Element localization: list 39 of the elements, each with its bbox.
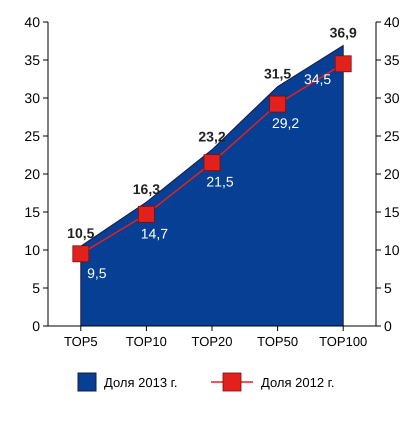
y2-tick-label: 35	[384, 52, 400, 68]
data-label: 16,3	[132, 181, 160, 198]
legend-label: Доля 2012 г.	[261, 375, 334, 390]
y2-tick-label: 25	[384, 128, 400, 144]
y-tick-label: 35	[24, 52, 40, 68]
x-tick-label: TOP5	[64, 334, 98, 349]
y-tick-label: 0	[32, 318, 40, 334]
y-tick-label: 30	[24, 90, 40, 106]
y-tick-label: 15	[24, 204, 40, 220]
data-label: 21,5	[206, 174, 234, 190]
point	[269, 96, 286, 112]
point	[72, 245, 90, 262]
data-label: 23,2	[198, 128, 226, 145]
data-label: 31,5	[264, 66, 292, 82]
y-tick-label: 20	[24, 166, 40, 182]
y2-tick-label: 10	[384, 242, 400, 258]
y-tick-label: 10	[24, 242, 40, 258]
point	[138, 206, 155, 223]
data-label: 9,5	[87, 264, 107, 281]
y-tick-label: 5	[32, 280, 40, 296]
y-tick-label: 40	[24, 14, 40, 30]
data-label: 10,5	[67, 225, 95, 242]
x-tick-label: TOP10	[126, 334, 167, 349]
y2-tick-label: 15	[384, 204, 400, 220]
x-tick-label: TOP20	[192, 334, 232, 349]
legend-label: Доля 2013 г.	[104, 375, 178, 390]
data-label: 14,7	[140, 225, 168, 242]
x-tick-label: TOP50	[257, 334, 298, 349]
point	[334, 55, 352, 72]
y2-tick-label: 0	[384, 318, 392, 334]
point	[204, 154, 220, 171]
data-label: 36,9	[330, 24, 358, 41]
y-tick-label: 25	[24, 128, 40, 144]
y2-tick-label: 20	[384, 166, 400, 182]
y2-tick-label: 30	[384, 90, 400, 106]
x-tick-label: TOP100	[319, 334, 368, 349]
data-label: 29,2	[272, 115, 300, 132]
y2-tick-label: 40	[384, 14, 400, 30]
y2-tick-label: 5	[384, 280, 392, 296]
